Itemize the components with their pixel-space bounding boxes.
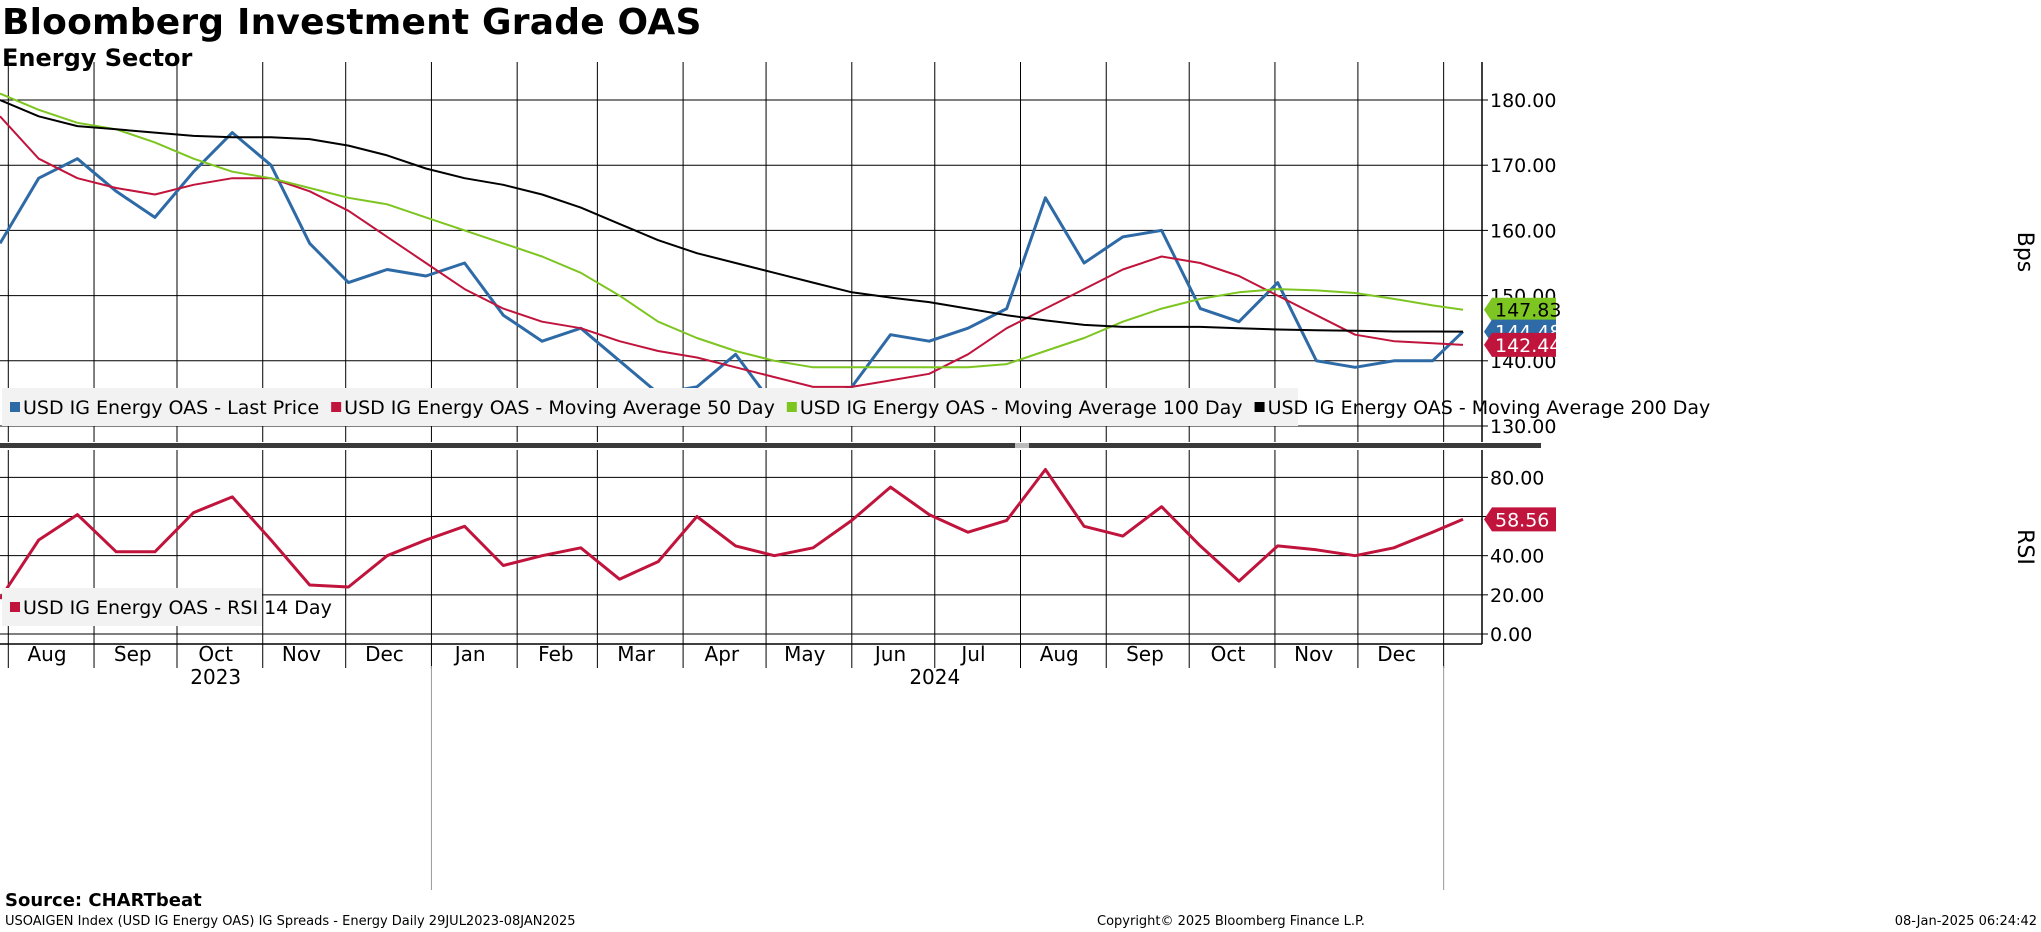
x-month-label: Apr xyxy=(705,642,740,666)
x-month-label: Dec xyxy=(365,642,404,666)
x-month-label: Jan xyxy=(453,642,486,666)
legend-label: USD IG Energy OAS - RSI 14 Day xyxy=(23,597,332,619)
series-layer xyxy=(0,92,1465,600)
separator-handle xyxy=(1015,443,1029,448)
x-month-label: Oct xyxy=(1211,642,1246,666)
legend-swatch xyxy=(1254,402,1265,412)
last-value-label: 142.44 xyxy=(1495,335,1561,357)
legend-swatch xyxy=(10,602,20,612)
source-note: Source: CHARTbeat xyxy=(5,890,202,911)
x-month-label: Nov xyxy=(282,642,321,666)
axis-layer: 130.00140.00150.00160.00170.00180.00Bps0… xyxy=(0,62,2037,890)
x-month-label: Mar xyxy=(617,642,656,666)
x-year-label: 2023 xyxy=(190,665,241,689)
last-value-tag xyxy=(1484,507,1556,532)
x-month-label: Nov xyxy=(1294,642,1333,666)
legend-layer: USD IG Energy OAS - Last Price USD IG Ene… xyxy=(2,388,1710,626)
y-tick-label: 40.00 xyxy=(1490,546,1544,568)
y-tick-label: 170.00 xyxy=(1490,155,1556,177)
y-tick-label: 180.00 xyxy=(1490,90,1556,112)
y-tick-label: 160.00 xyxy=(1490,220,1556,242)
y-tick-label: 130.00 xyxy=(1490,416,1556,438)
x-month-label: Jul xyxy=(959,642,985,666)
legend-swatch xyxy=(786,402,797,412)
last-value-tag xyxy=(1484,332,1556,357)
last-value-tag xyxy=(1484,297,1556,322)
series-line xyxy=(0,99,1464,333)
y-tick-label: 80.00 xyxy=(1490,467,1544,489)
last-value-label: 147.83 xyxy=(1495,300,1561,322)
chart-title: Bloomberg Investment Grade OAS xyxy=(2,2,702,43)
chart-subtitle: Energy Sector xyxy=(2,44,193,72)
x-month-label: Aug xyxy=(1040,642,1079,666)
legend-label: USD IG Energy OAS - Moving Average 200 D… xyxy=(1268,397,1711,419)
x-month-label: Sep xyxy=(114,642,152,666)
panel-separator xyxy=(0,443,1541,448)
index-description: USOAIGEN Index (USD IG Energy OAS) IG Sp… xyxy=(5,914,576,929)
x-month-label: May xyxy=(784,642,826,666)
x-month-label: Jun xyxy=(873,642,906,666)
x-month-label: Feb xyxy=(538,642,573,666)
timestamp: 08-Jan-2025 06:24:42 xyxy=(1894,914,2037,929)
x-year-label: 2024 xyxy=(909,665,960,689)
y-axis-title: Bps xyxy=(2012,232,2037,273)
legend-box xyxy=(2,388,1298,426)
series-line xyxy=(0,115,1464,388)
legend-label: USD IG Energy OAS - Last Price xyxy=(23,397,319,419)
x-month-label: Sep xyxy=(1126,642,1164,666)
x-month-label: Aug xyxy=(27,642,66,666)
legend-swatch xyxy=(10,402,20,412)
legend-box xyxy=(2,588,262,626)
copyright-note: Copyright© 2025 Bloomberg Finance L.P. xyxy=(1097,914,1365,929)
y-tick-label: 20.00 xyxy=(1490,585,1544,607)
series-line xyxy=(0,468,1464,600)
legend-swatch xyxy=(331,402,342,412)
last-value-label: 58.56 xyxy=(1495,509,1549,531)
legend-label: USD IG Energy OAS - Moving Average 100 D… xyxy=(800,397,1243,419)
y-tick-label: 0.00 xyxy=(1490,624,1532,646)
x-month-label: Dec xyxy=(1377,642,1416,666)
legend-label: USD IG Energy OAS - Moving Average 50 Da… xyxy=(344,397,775,419)
y-axis-title: RSI xyxy=(2012,529,2037,565)
x-month-label: Oct xyxy=(198,642,233,666)
